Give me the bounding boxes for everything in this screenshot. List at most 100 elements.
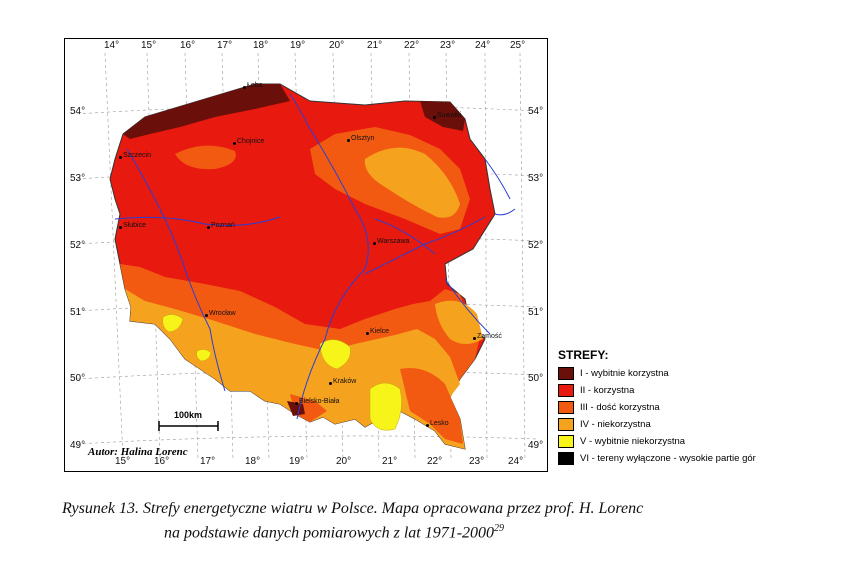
zone-iv-northeast	[364, 147, 460, 218]
caption-line-1: Rysunek 13. Strefy energetyczne wiatru w…	[62, 500, 644, 517]
bottom-lon-tick-4: 19°	[289, 456, 305, 467]
city-label: Wrocław	[209, 310, 236, 317]
top-lon-tick-9: 23°	[440, 40, 456, 51]
figure-caption: Rysunek 13. Strefy energetyczne wiatru w…	[62, 499, 842, 543]
top-lon-tick-3: 17°	[217, 40, 233, 51]
city-marker	[243, 86, 246, 89]
city-marker	[119, 226, 122, 229]
legend-label: II - korzystna	[580, 385, 635, 396]
legend-label: IV - niekorzystna	[580, 419, 651, 430]
zone-iii-west	[175, 145, 236, 170]
city-label: Zamość	[477, 333, 502, 340]
legend: STREFY: I - wybitnie korzystna II - korzy…	[558, 348, 858, 467]
city-label: Bielsko-Biała	[299, 398, 340, 405]
legend-label: VI - tereny wyłączone - wysokie partie g…	[580, 453, 756, 464]
zone-i-suwalki	[420, 101, 465, 131]
legend-item: I - wybitnie korzystna	[558, 365, 858, 382]
left-lat-tick-4: 50°	[70, 373, 86, 384]
left-lat-tick-0: 54°	[70, 106, 86, 117]
city-label: Chojnice	[237, 138, 265, 145]
right-lat-tick-1: 53°	[528, 173, 544, 184]
city-label: Łeba	[247, 82, 263, 89]
caption-line-2: na podstawie danych pomiarowych z lat 19…	[62, 519, 842, 543]
top-lon-tick-4: 18°	[253, 40, 269, 51]
scale-bar-label: 100km	[174, 410, 203, 420]
zone-v-sudety	[162, 314, 184, 333]
city-marker	[366, 332, 369, 335]
legend-swatch	[558, 435, 574, 448]
legend-items: I - wybitnie korzystna II - korzystna III …	[558, 365, 858, 467]
top-lon-tick-11: 25°	[510, 40, 526, 51]
city-label: Poznań	[211, 222, 235, 229]
city-label: Suwałki	[437, 112, 462, 119]
zone-v-tatra	[369, 382, 402, 431]
left-lat-tick-2: 52°	[70, 240, 86, 251]
bottom-lon-tick-1: 16°	[154, 456, 170, 467]
bottom-lon-tick-8: 23°	[469, 456, 485, 467]
legend-item: III - dość korzystna	[558, 399, 858, 416]
city-label: Olsztyn	[351, 135, 375, 142]
city-marker	[426, 424, 429, 427]
top-lon-tick-8: 22°	[404, 40, 420, 51]
legend-swatch	[558, 418, 574, 431]
city-label: Kraków	[333, 378, 357, 385]
bottom-lon-tick-3: 18°	[245, 456, 261, 467]
city-marker	[347, 139, 350, 142]
legend-swatch	[558, 401, 574, 414]
city-marker	[233, 142, 236, 145]
legend-label: V - wybitnie niekorzystna	[580, 436, 686, 447]
city-label: Szczecin	[123, 152, 152, 159]
legend-label: III - dość korzystna	[580, 402, 660, 413]
top-lon-tick-7: 21°	[367, 40, 383, 51]
city-marker	[295, 402, 298, 405]
zone-i-coast	[123, 84, 290, 139]
legend-title: STREFY:	[558, 348, 609, 362]
legend-item: V - wybitnie niekorzystna	[558, 433, 858, 450]
bottom-lon-tick-0: 15°	[115, 456, 131, 467]
legend-item: VI - tereny wyłączone - wysokie partie g…	[558, 450, 858, 467]
caption-line-2-text: na podstawie danych pomiarowych z lat 19…	[164, 524, 495, 542]
city-marker	[373, 242, 376, 245]
bottom-lon-tick-9: 24°	[508, 456, 524, 467]
left-lat-tick-5: 49°	[70, 440, 86, 451]
city-label: Kielce	[370, 328, 390, 335]
legend-swatch	[558, 384, 574, 397]
left-lat-tick-1: 53°	[70, 173, 86, 184]
city-marker	[473, 337, 476, 340]
city-marker	[205, 314, 208, 317]
top-lon-tick-10: 24°	[475, 40, 491, 51]
zone-iv-east	[435, 300, 483, 344]
bottom-lon-tick-7: 22°	[427, 456, 443, 467]
legend-swatch	[558, 367, 574, 380]
legend-item: IV - niekorzystna	[558, 416, 858, 433]
city-marker	[329, 382, 332, 385]
right-lat-tick-3: 51°	[528, 307, 544, 318]
city-marker	[119, 156, 122, 159]
zone-v-klodzko	[196, 349, 212, 362]
bottom-lon-tick-5: 20°	[336, 456, 352, 467]
city-label: Lesko	[430, 420, 449, 427]
rivers	[114, 93, 516, 420]
top-lon-tick-0: 14°	[104, 40, 120, 51]
bottom-lon-tick-2: 17°	[200, 456, 216, 467]
right-lat-tick-2: 52°	[528, 240, 544, 251]
city-marker	[433, 116, 436, 119]
city-marker	[207, 226, 210, 229]
zone-iii-carpathian	[290, 394, 327, 422]
right-lat-tick-5: 49°	[528, 440, 544, 451]
city-label: Warszawa	[377, 238, 410, 245]
bottom-lon-tick-6: 21°	[382, 456, 398, 467]
zone-v-kielce	[319, 339, 351, 370]
top-lon-tick-5: 19°	[290, 40, 306, 51]
wind-zone-map	[76, 52, 538, 460]
zone-iii-southeast	[400, 368, 463, 444]
caption-footnote: 29	[494, 523, 505, 534]
map-frame	[64, 38, 548, 472]
legend-label: I - wybitnie korzystna	[580, 368, 669, 379]
scale-bar	[158, 421, 219, 431]
top-lon-tick-2: 16°	[180, 40, 196, 51]
city-label: Słubice	[123, 222, 146, 229]
right-lat-tick-4: 50°	[528, 373, 544, 384]
left-lat-tick-3: 51°	[70, 307, 86, 318]
top-lon-tick-1: 15°	[141, 40, 157, 51]
